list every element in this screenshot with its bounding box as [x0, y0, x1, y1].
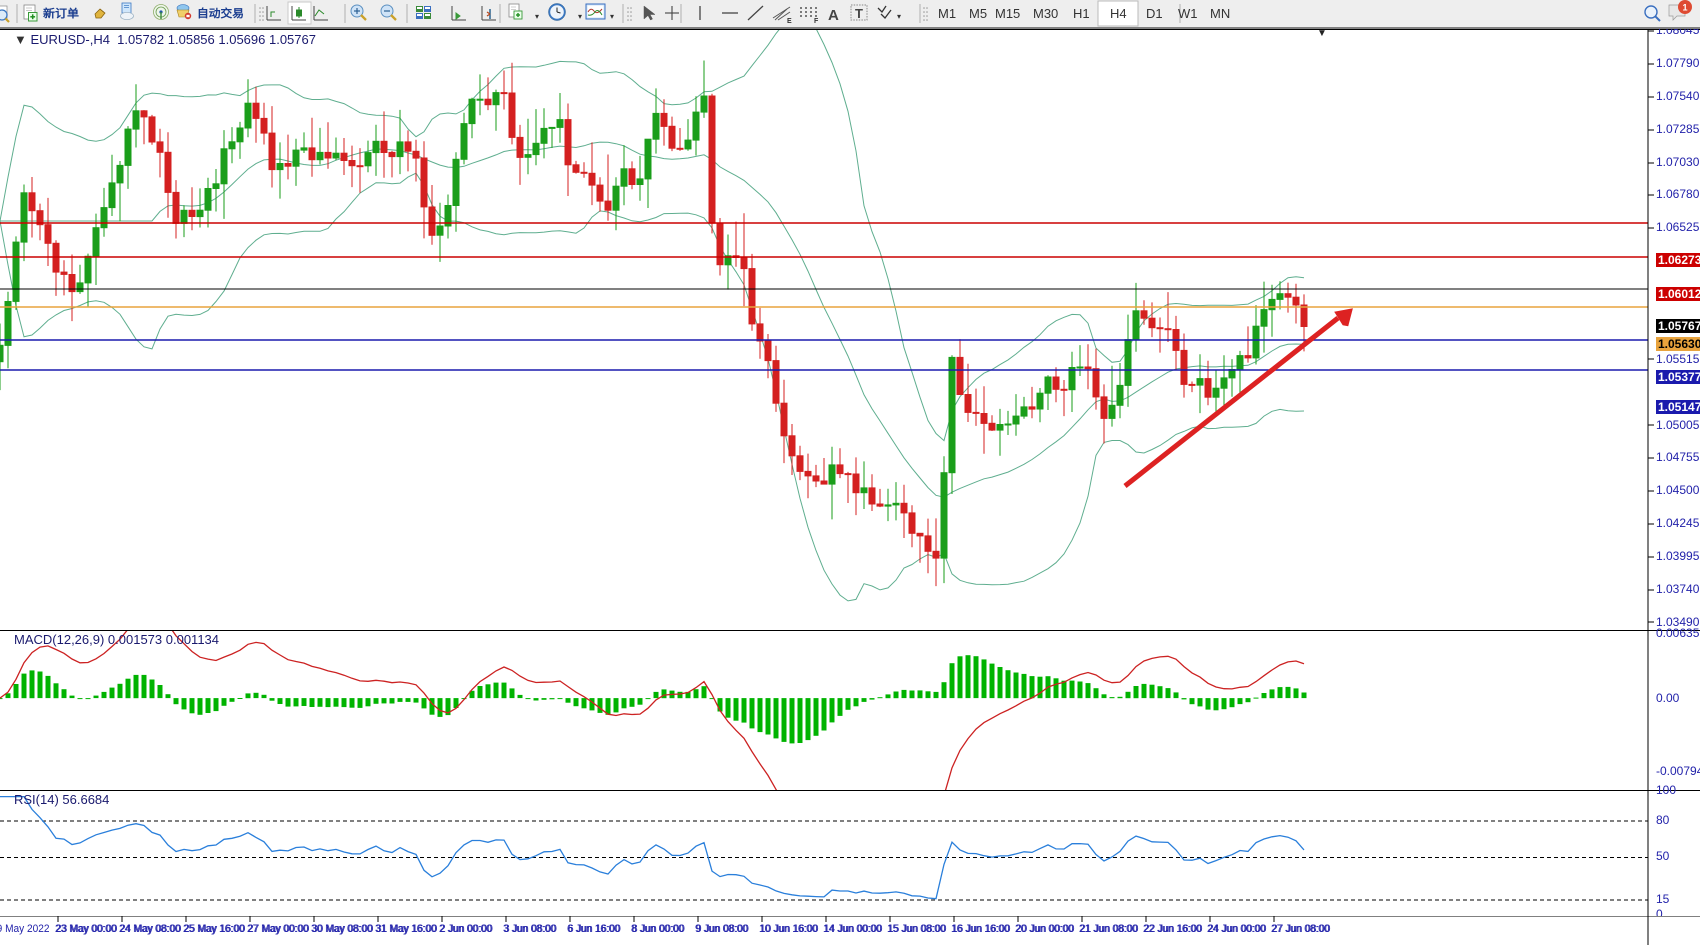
svg-text:H4: H4 — [1110, 6, 1127, 21]
svg-text:▾: ▾ — [610, 12, 614, 21]
svg-text:▾: ▾ — [578, 12, 582, 21]
svg-text:M30: M30 — [1033, 6, 1058, 21]
svg-text:1: 1 — [1682, 3, 1687, 13]
svg-text:W1: W1 — [1178, 6, 1198, 21]
svg-text:D1: D1 — [1146, 6, 1163, 21]
svg-text:F: F — [814, 18, 819, 25]
svg-text:E: E — [787, 18, 792, 25]
svg-text:MN: MN — [1210, 6, 1230, 21]
svg-text:M15: M15 — [995, 6, 1020, 21]
svg-text:自动交易: 自动交易 — [197, 6, 244, 20]
svg-text:M1: M1 — [938, 6, 956, 21]
svg-text:A: A — [828, 7, 839, 24]
svg-text:新订单: 新订单 — [43, 6, 79, 20]
svg-text:T: T — [855, 6, 863, 21]
svg-text:M5: M5 — [969, 6, 987, 21]
svg-text:H1: H1 — [1073, 6, 1090, 21]
svg-text:▾: ▾ — [535, 12, 539, 21]
svg-text:▾: ▾ — [897, 12, 901, 21]
